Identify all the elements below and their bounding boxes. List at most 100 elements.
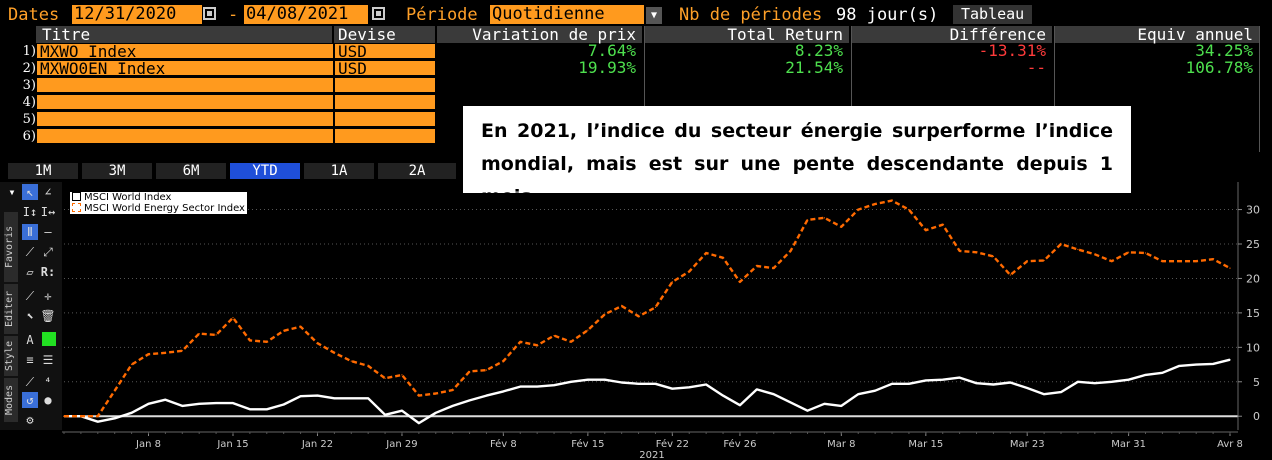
table-button[interactable]: Tableau [953, 5, 1033, 24]
side-tab-edit[interactable]: Editer [4, 284, 18, 334]
arrow-icon[interactable]: ⬉ [26, 309, 34, 323]
dates-label: Dates [8, 5, 60, 25]
currency-cell[interactable]: USD [334, 60, 436, 77]
data-point [316, 394, 319, 397]
line-style-icon[interactable]: ≡ [26, 353, 34, 367]
data-point [671, 388, 673, 390]
data-point [637, 315, 640, 317]
data-point [688, 386, 690, 388]
data-point [485, 369, 488, 371]
horizontal-line-icon[interactable]: Ⅱ [22, 224, 38, 240]
data-point [992, 383, 995, 386]
currency-cell[interactable] [334, 94, 436, 110]
header-currency[interactable]: Devise [334, 26, 435, 43]
data-point [1077, 381, 1079, 383]
data-point [266, 341, 268, 343]
currency-cell[interactable] [334, 111, 436, 127]
snap-icon[interactable]: ⁴ [44, 375, 52, 389]
title-cell[interactable]: MXWO Index [36, 43, 334, 60]
data-point [688, 270, 690, 273]
start-date-field[interactable]: 12/31/2020 [72, 5, 202, 24]
header-title[interactable]: Titre [36, 26, 332, 43]
regression-icon[interactable]: ▱ [26, 265, 34, 279]
line-draw-icon[interactable]: ∠ [44, 185, 52, 199]
eraser-icon[interactable]: ⟋ [25, 375, 35, 389]
y-axis: 0 5 10 15 20 25 30 [1237, 182, 1260, 430]
trend-line-icon[interactable]: — [44, 225, 52, 239]
legend-item-energy[interactable]: MSCI World Energy Sector Index [70, 203, 247, 214]
data-point [299, 395, 302, 397]
data-point [553, 335, 555, 337]
pencil-icon[interactable]: ⟋ [25, 289, 35, 303]
tab-1a[interactable]: 1A [304, 163, 374, 179]
settings-icon[interactable]: ⚙ [26, 413, 34, 427]
end-date-field[interactable]: 04/08/2021 [244, 5, 368, 24]
data-point [1229, 267, 1231, 269]
currency-cell[interactable] [334, 128, 436, 144]
currency-cell[interactable] [334, 77, 436, 93]
legend-item-world[interactable]: MSCI World Index [70, 192, 247, 203]
header-annual-equiv[interactable]: Equiv annuel [1054, 26, 1259, 43]
title-cell[interactable] [36, 111, 334, 127]
refresh-icon[interactable]: ↺ [22, 392, 38, 408]
chevron-down-icon[interactable]: ▾ [8, 185, 16, 199]
tab-2a[interactable]: 2A [378, 163, 456, 179]
data-point [299, 326, 302, 328]
crosshair-icon[interactable]: ✛ [44, 289, 52, 303]
tab-3m[interactable]: 3M [82, 163, 152, 179]
title-cell[interactable] [36, 128, 334, 144]
chevron-down-icon[interactable]: ▼ [646, 7, 662, 24]
title-cell[interactable] [36, 77, 334, 93]
top-bar: Dates 12/31/2020 - 04/08/2021 Période Qu… [0, 0, 1272, 26]
data-point [215, 402, 217, 404]
data-point [705, 252, 707, 254]
tab-6m[interactable]: 6M [156, 163, 226, 179]
data-point [468, 370, 471, 373]
row-number: 3) [22, 78, 36, 93]
data-point [283, 330, 285, 332]
energy-series-line[interactable] [64, 199, 1231, 418]
data-point [181, 405, 183, 407]
line-weight-icon[interactable]: ☰ [42, 353, 54, 367]
color-icon[interactable] [42, 332, 56, 346]
trash-icon[interactable]: 🗑 [40, 309, 56, 323]
text-tool-icon[interactable]: I↕ [22, 205, 38, 219]
channel-icon[interactable]: ⤢ [43, 245, 53, 259]
data-point [604, 379, 606, 381]
currency-cell[interactable]: USD [334, 43, 436, 60]
data-point [891, 383, 893, 385]
cursor-icon[interactable]: ↖ [22, 184, 38, 200]
title-cell[interactable]: MXWO0EN Index [36, 60, 334, 77]
data-point [722, 394, 724, 397]
header-total-return[interactable]: Total Return [644, 26, 849, 43]
price-chart[interactable]: 0 5 10 15 20 25 30 Jan 8 Jan 15 Jan 22 Jan 29 Fév … [62, 182, 1272, 460]
side-tab-modes[interactable]: Modes [4, 378, 18, 422]
magnet-icon[interactable]: R: [40, 265, 56, 279]
total-return-cell: 8.23% [794, 41, 843, 60]
data-point [874, 390, 876, 392]
ray-icon[interactable]: ⟋ [25, 245, 35, 259]
data-point [1060, 243, 1062, 245]
side-tab-favorites[interactable]: Favoris [4, 212, 18, 282]
data-point [333, 397, 335, 399]
period-select[interactable]: Quotidienne [490, 5, 644, 24]
calendar-icon[interactable] [372, 7, 385, 20]
header-difference[interactable]: Différence [851, 26, 1052, 43]
data-point [114, 390, 116, 392]
data-point [63, 415, 65, 417]
world-series-line[interactable] [64, 358, 1231, 425]
data-point [1212, 363, 1214, 365]
header-price-change[interactable]: Variation de prix [437, 26, 642, 43]
tab-1m[interactable]: 1M [8, 163, 78, 179]
style-icon[interactable]: A [26, 333, 34, 347]
tab-ytd[interactable]: YTD [230, 163, 300, 179]
data-point [1043, 393, 1045, 395]
palette-icon[interactable]: ● [44, 393, 52, 407]
fibonacci-icon[interactable]: I↔ [40, 205, 56, 219]
calendar-icon[interactable] [203, 7, 216, 20]
title-cell[interactable] [36, 94, 334, 110]
data-point [587, 329, 589, 331]
side-tab-style[interactable]: Style [4, 336, 18, 376]
data-point [502, 390, 504, 393]
data-point [452, 405, 454, 407]
